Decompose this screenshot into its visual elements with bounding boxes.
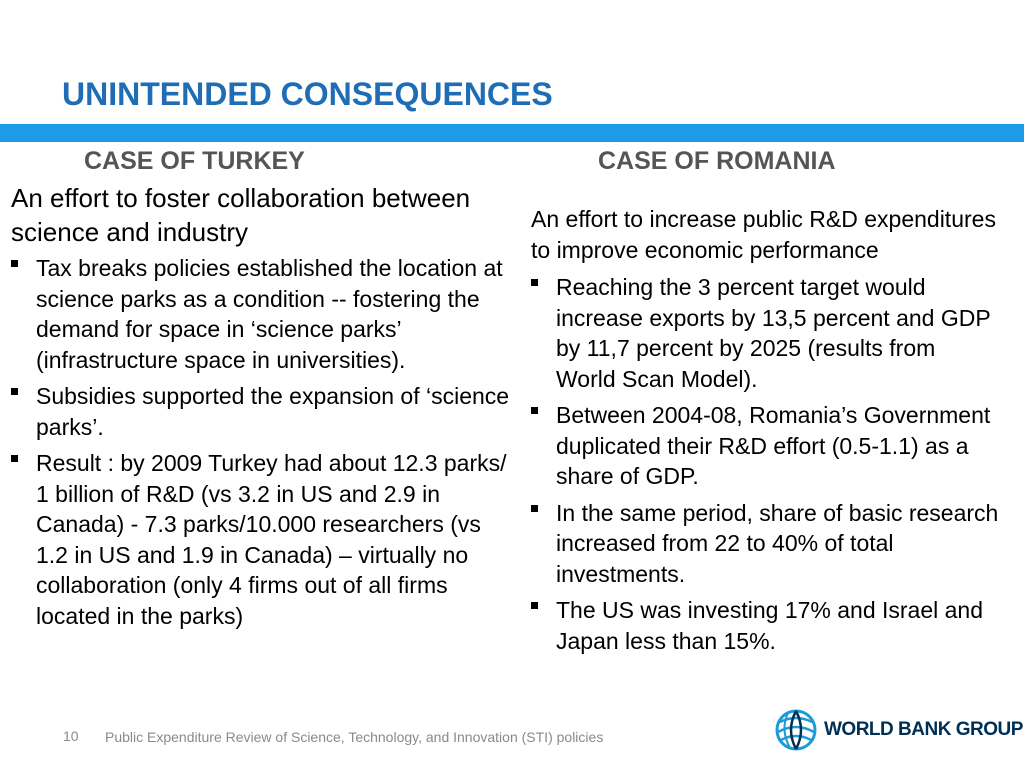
bullet-item: Between 2004-08, Romania’s Government du… bbox=[531, 400, 1001, 492]
bullet-square-icon bbox=[11, 260, 18, 267]
bullet-square-icon bbox=[531, 504, 538, 512]
left-column-heading: CASE OF TURKEY bbox=[84, 147, 305, 175]
left-intro: An effort to foster collaboration betwee… bbox=[11, 183, 471, 247]
bullet-item: Subsidies supported the expansion of ‘sc… bbox=[11, 381, 511, 442]
bullet-item: Reaching the 3 percent target would incr… bbox=[531, 272, 1001, 394]
left-bullet-list: Tax breaks policies established the loca… bbox=[11, 253, 511, 631]
right-bullet-list: Reaching the 3 percent target would incr… bbox=[531, 272, 1001, 656]
bullet-square-icon bbox=[11, 388, 18, 395]
logo-text: WORLD BANK GROUP bbox=[824, 719, 1023, 740]
title-accent-bar bbox=[0, 124, 1024, 142]
footer-text: Public Expenditure Review of Science, Te… bbox=[105, 729, 604, 745]
bullet-item: In the same period, share of basic resea… bbox=[531, 498, 1001, 590]
slide-title: UNINTENDED CONSEQUENCES bbox=[62, 76, 553, 112]
bullet-item: The US was investing 17% and Israel and … bbox=[531, 595, 1001, 656]
bullet-square-icon bbox=[531, 602, 538, 609]
right-intro: An effort to increase public R&D expendi… bbox=[531, 206, 996, 263]
left-column: An effort to foster collaboration betwee… bbox=[11, 181, 511, 637]
bullet-square-icon bbox=[531, 279, 538, 286]
bullet-item: Result : by 2009 Turkey had about 12.3 p… bbox=[11, 448, 511, 631]
bullet-item: Tax breaks policies established the loca… bbox=[11, 253, 511, 375]
world-bank-logo: WORLD BANK GROUP bbox=[774, 706, 1023, 754]
world-bank-globe-icon bbox=[775, 709, 817, 751]
bullet-square-icon bbox=[531, 407, 538, 414]
bullet-square-icon bbox=[11, 455, 18, 462]
right-column-heading: CASE OF ROMANIA bbox=[598, 147, 836, 175]
right-column: An effort to increase public R&D expendi… bbox=[531, 204, 1001, 662]
page-number: 10 bbox=[63, 728, 79, 744]
